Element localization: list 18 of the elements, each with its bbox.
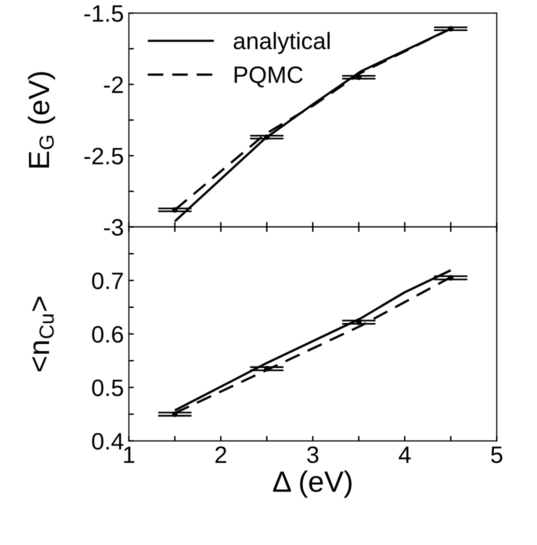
y-tick-label: -1.5	[84, 5, 124, 22]
y-axis-title: E$_{G}$ (eV)	[28, 72, 56, 168]
x-tick-label: 2	[215, 446, 226, 463]
x-axis-title: Δ (eV)	[273, 470, 352, 498]
x-tick-label: 1	[124, 446, 134, 463]
legend-label: PQMC	[234, 66, 303, 88]
x-tick-label: 3	[307, 446, 318, 464]
y-axis-title: <n$_{Cu}$>	[32, 296, 54, 372]
y-tick-label: 0.5	[92, 379, 124, 396]
y-tick-label: 0.6	[92, 326, 123, 343]
x-tick-label: 4	[398, 446, 411, 463]
y-tick-label: -3	[104, 219, 123, 236]
legend-label: analytical	[234, 32, 330, 54]
y-tick-label: 0.7	[92, 272, 123, 290]
y-tick-label: 0.4	[92, 432, 124, 450]
y-tick-label: -2	[104, 76, 123, 93]
y-tick-label: -2.5	[84, 148, 124, 164]
x-tick-label: 5	[491, 446, 502, 464]
